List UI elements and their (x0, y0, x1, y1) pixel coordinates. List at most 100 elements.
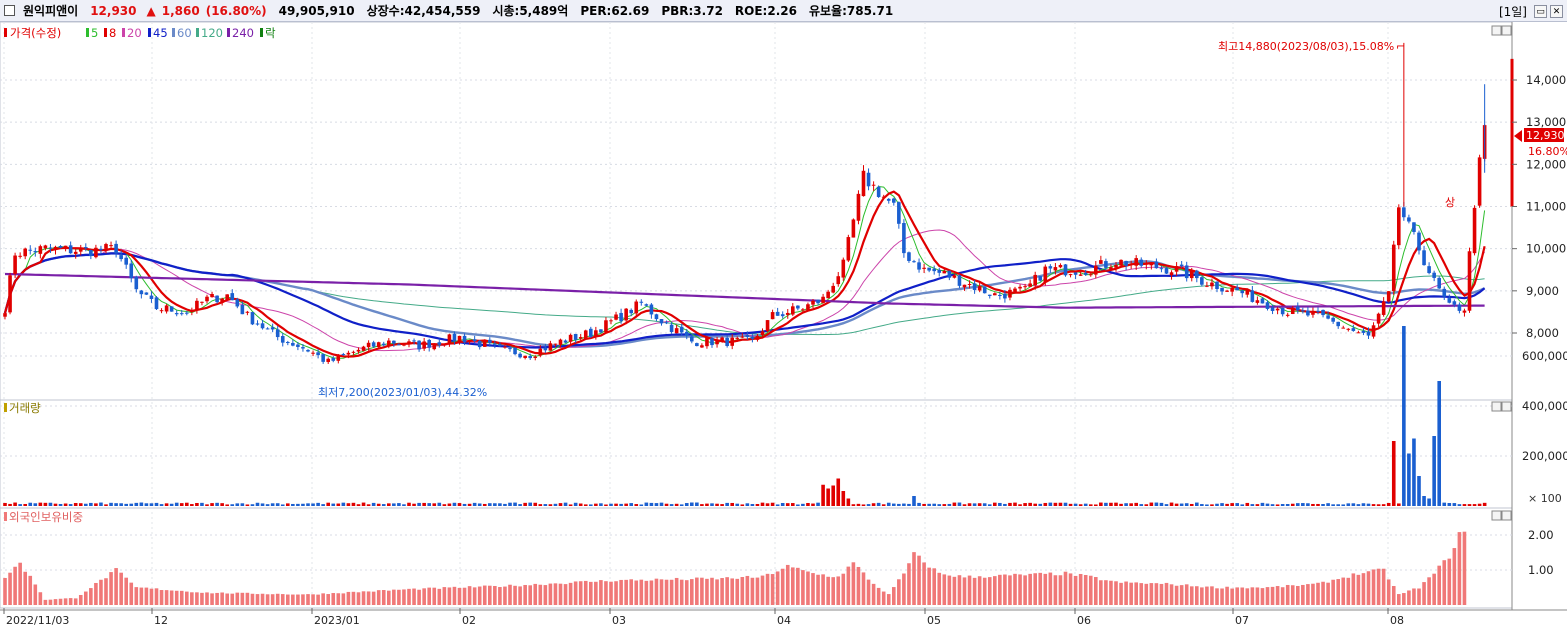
volume-bar[interactable] (190, 504, 194, 506)
volume-bar[interactable] (195, 502, 199, 506)
foreign-bar[interactable] (1048, 572, 1053, 605)
foreign-bar[interactable] (215, 592, 219, 605)
foreign-bar[interactable] (1442, 560, 1447, 605)
candle[interactable] (498, 344, 502, 347)
volume-bar[interactable] (952, 502, 957, 506)
volume-bar[interactable] (402, 504, 406, 506)
volume-bar[interactable] (63, 503, 68, 506)
volume-bar[interactable] (124, 503, 128, 506)
foreign-bar[interactable] (144, 587, 149, 605)
foreign-bar[interactable] (53, 599, 58, 605)
candle[interactable] (89, 249, 93, 257)
foreign-bar[interactable] (250, 593, 255, 605)
candle[interactable] (1437, 277, 1441, 289)
foreign-bar[interactable] (437, 588, 442, 605)
volume-bar[interactable] (796, 504, 800, 506)
candle[interactable] (402, 344, 406, 346)
foreign-bar[interactable] (190, 592, 194, 605)
candle[interactable] (447, 334, 452, 344)
foreign-bar[interactable] (58, 598, 63, 605)
foreign-bar[interactable] (543, 585, 548, 605)
volume-bar[interactable] (755, 503, 760, 506)
foreign-bar[interactable] (291, 594, 295, 605)
candle[interactable] (962, 284, 967, 288)
candle[interactable] (1336, 321, 1340, 327)
foreign-bar[interactable] (346, 591, 351, 605)
foreign-bar[interactable] (1114, 581, 1118, 605)
foreign-bar[interactable] (902, 573, 906, 605)
foreign-bar[interactable] (1003, 574, 1007, 605)
foreign-bar[interactable] (1033, 573, 1037, 605)
foreign-bar[interactable] (245, 592, 250, 605)
foreign-bar[interactable] (1023, 575, 1027, 605)
volume-bar[interactable] (553, 503, 558, 506)
foreign-bar[interactable] (220, 592, 224, 605)
foreign-bar[interactable] (169, 590, 174, 605)
candle[interactable] (245, 311, 250, 313)
volume-bar[interactable] (159, 504, 164, 506)
foreign-bar[interactable] (705, 578, 709, 605)
candle[interactable] (1376, 313, 1381, 324)
candle[interactable] (371, 342, 376, 347)
candle[interactable] (149, 295, 154, 299)
candle[interactable] (174, 313, 179, 315)
foreign-bar[interactable] (376, 590, 381, 605)
candle[interactable] (806, 304, 810, 310)
foreign-bar[interactable] (265, 594, 270, 605)
foreign-bar[interactable] (94, 582, 98, 605)
volume-bar[interactable] (821, 484, 825, 506)
candle[interactable] (1250, 290, 1255, 302)
candle[interactable] (1210, 282, 1214, 287)
volume-bar[interactable] (886, 502, 891, 506)
volume-bar[interactable] (1088, 504, 1093, 506)
volume-bar[interactable] (240, 503, 245, 506)
foreign-bar[interactable] (498, 587, 502, 605)
window-close-button[interactable]: ✕ (1550, 5, 1563, 18)
candle[interactable] (998, 294, 1002, 296)
foreign-bar[interactable] (134, 587, 139, 605)
volume-bar[interactable] (1048, 502, 1053, 506)
candle[interactable] (538, 348, 543, 356)
candle[interactable] (28, 249, 33, 251)
candle[interactable] (1018, 286, 1022, 289)
candle[interactable] (482, 341, 487, 347)
volume-bar[interactable] (765, 503, 770, 506)
candle[interactable] (190, 310, 194, 312)
volume-bar[interactable] (215, 502, 219, 506)
volume-bar[interactable] (33, 503, 38, 506)
volume-bar[interactable] (280, 504, 285, 506)
volume-bar[interactable] (1215, 503, 1219, 506)
foreign-bar[interactable] (937, 572, 942, 605)
foreign-bar[interactable] (594, 581, 598, 605)
volume-bar[interactable] (23, 503, 27, 506)
candle[interactable] (265, 328, 270, 330)
volume-bar[interactable] (866, 504, 871, 506)
foreign-bar[interactable] (735, 578, 740, 605)
foreign-bar[interactable] (493, 585, 497, 605)
volume-bar[interactable] (1073, 503, 1078, 506)
candle[interactable] (346, 352, 351, 355)
foreign-bar[interactable] (1301, 584, 1305, 605)
volume-bar[interactable] (1265, 503, 1270, 506)
foreign-bar[interactable] (1018, 574, 1022, 605)
foreign-bar[interactable] (740, 577, 745, 605)
foreign-bar[interactable] (700, 577, 704, 605)
foreign-bar[interactable] (1088, 575, 1093, 605)
foreign-bar[interactable] (1184, 584, 1189, 605)
candle[interactable] (644, 304, 649, 306)
volume-bar[interactable] (84, 503, 88, 506)
volume-bar[interactable] (78, 503, 83, 506)
foreign-bar[interactable] (336, 593, 341, 605)
volume-bar[interactable] (119, 503, 123, 506)
candle[interactable] (1275, 308, 1280, 311)
candle[interactable] (1361, 330, 1366, 333)
volume-bar[interactable] (1351, 503, 1356, 506)
candle[interactable] (811, 300, 815, 305)
candle[interactable] (1402, 207, 1406, 218)
foreign-bar[interactable] (68, 598, 73, 605)
price-panel-buttons[interactable] (1491, 25, 1512, 36)
volume-bar[interactable] (1361, 503, 1366, 506)
foreign-bar[interactable] (1376, 568, 1381, 605)
candle[interactable] (927, 267, 931, 271)
foreign-bar[interactable] (695, 577, 699, 605)
